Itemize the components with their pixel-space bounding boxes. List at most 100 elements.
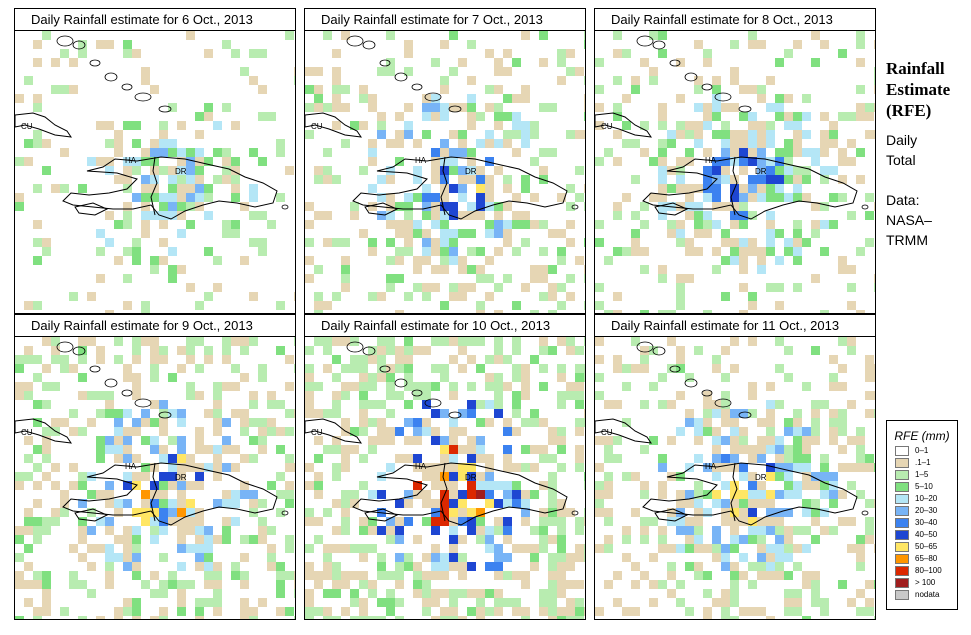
rainfall-cell xyxy=(712,535,721,544)
rainfall-cell xyxy=(694,85,703,94)
rainfall-cell xyxy=(132,121,141,130)
dominican_republic-label: DR xyxy=(465,167,477,176)
rainfall-cell xyxy=(431,175,440,184)
rainfall-map-panel: Daily Rainfall estimate for 10 Oct., 201… xyxy=(304,314,586,620)
rainfall-cell xyxy=(123,454,132,463)
rainfall-cell xyxy=(431,103,440,112)
rainfall-cell xyxy=(105,40,114,49)
rainfall-cell xyxy=(856,40,865,49)
haiti-label: HA xyxy=(705,462,717,471)
rainfall-cell xyxy=(222,445,231,454)
rainfall-cell xyxy=(730,445,739,454)
rainfall-cell xyxy=(631,607,640,616)
rainfall-cell xyxy=(802,580,811,589)
rainfall-cell xyxy=(395,499,404,508)
rainfall-cell xyxy=(557,517,566,526)
rainfall-cell xyxy=(15,364,24,373)
jamaica-coastline xyxy=(654,508,689,522)
rainfall-cell xyxy=(395,202,404,211)
rainfall-cell xyxy=(811,346,820,355)
rainfall-cell xyxy=(294,67,295,76)
rainfall-cell xyxy=(204,463,213,472)
rainfall-cell xyxy=(530,310,539,313)
rainfall-cell xyxy=(150,175,159,184)
rainfall-cell xyxy=(449,382,458,391)
rainfall-cell xyxy=(404,454,413,463)
rainfall-cell xyxy=(60,607,69,616)
rainfall-cell xyxy=(294,463,295,472)
rainfall-cell xyxy=(548,490,557,499)
rainfall-cell xyxy=(105,445,114,454)
rainfall-cell xyxy=(386,193,395,202)
rainfall-cell xyxy=(404,418,413,427)
rainfall-cell xyxy=(332,373,341,382)
rainfall-cell xyxy=(613,49,622,58)
rainfall-cell xyxy=(557,76,566,85)
rainfall-cell xyxy=(694,526,703,535)
rainfall-cell xyxy=(757,553,766,562)
rainfall-cell xyxy=(422,598,431,607)
rainfall-cell xyxy=(195,562,204,571)
rainfall-cell xyxy=(838,49,847,58)
rainfall-cell xyxy=(694,499,703,508)
rainfall-cell xyxy=(476,508,485,517)
rainfall-cell xyxy=(276,139,285,148)
rainfall-cell xyxy=(186,517,195,526)
rainfall-cell xyxy=(15,571,24,580)
rainfall-cell xyxy=(847,463,856,472)
rainfall-cell xyxy=(847,283,856,292)
rainfall-cell xyxy=(150,211,159,220)
rainfall-cell xyxy=(24,301,33,310)
rainfall-cell xyxy=(521,31,530,40)
rainfall-cell xyxy=(413,562,422,571)
rainfall-cell xyxy=(865,499,874,508)
rainfall-cell xyxy=(285,355,294,364)
rainfall-cell xyxy=(231,490,240,499)
rainfall-cell xyxy=(802,382,811,391)
rainfall-cell xyxy=(240,346,249,355)
rainfall-cell xyxy=(575,454,584,463)
rainfall-cell xyxy=(521,607,530,616)
jamaica-coastline xyxy=(364,508,399,522)
rainfall-cell xyxy=(449,67,458,76)
rainfall-cell xyxy=(431,364,440,373)
rainfall-cell xyxy=(685,373,694,382)
rainfall-cell xyxy=(359,616,368,619)
rainfall-cell xyxy=(240,418,249,427)
rainfall-cell xyxy=(757,418,766,427)
rainfall-cell xyxy=(874,364,875,373)
rainfall-cell xyxy=(314,436,323,445)
rainfall-cell xyxy=(359,526,368,535)
rainfall-cell xyxy=(458,148,467,157)
rainfall-cell xyxy=(359,607,368,616)
rainfall-cell xyxy=(204,112,213,121)
rainfall-cell xyxy=(96,445,105,454)
rainfall-cell xyxy=(386,607,395,616)
rainfall-cell xyxy=(820,454,829,463)
panel-title: Daily Rainfall estimate for 8 Oct., 2013 xyxy=(595,9,875,31)
rainfall-cell xyxy=(323,589,332,598)
rainfall-cell xyxy=(703,193,712,202)
rainfall-cell xyxy=(87,490,96,499)
legend-label: 1–5 xyxy=(915,470,929,479)
legend-row: 1–5 xyxy=(895,469,957,481)
rainfall-cell xyxy=(494,517,503,526)
rainfall-cell xyxy=(865,580,874,589)
rainfall-cell xyxy=(685,544,694,553)
rainfall-cell xyxy=(485,562,494,571)
rainfall-cell xyxy=(613,202,622,211)
rainfall-cell xyxy=(323,283,332,292)
rainfall-cell xyxy=(195,436,204,445)
rainfall-cell xyxy=(530,526,539,535)
rainfall-cell xyxy=(566,274,575,283)
bahamas-island xyxy=(636,35,654,47)
rainfall-cell xyxy=(267,112,276,121)
rainfall-cell xyxy=(341,526,350,535)
rainfall-cell xyxy=(512,481,521,490)
rainfall-cell xyxy=(838,580,847,589)
rainfall-cell xyxy=(640,265,649,274)
jamaica-coastline xyxy=(74,202,109,216)
rainfall-cell xyxy=(748,382,757,391)
